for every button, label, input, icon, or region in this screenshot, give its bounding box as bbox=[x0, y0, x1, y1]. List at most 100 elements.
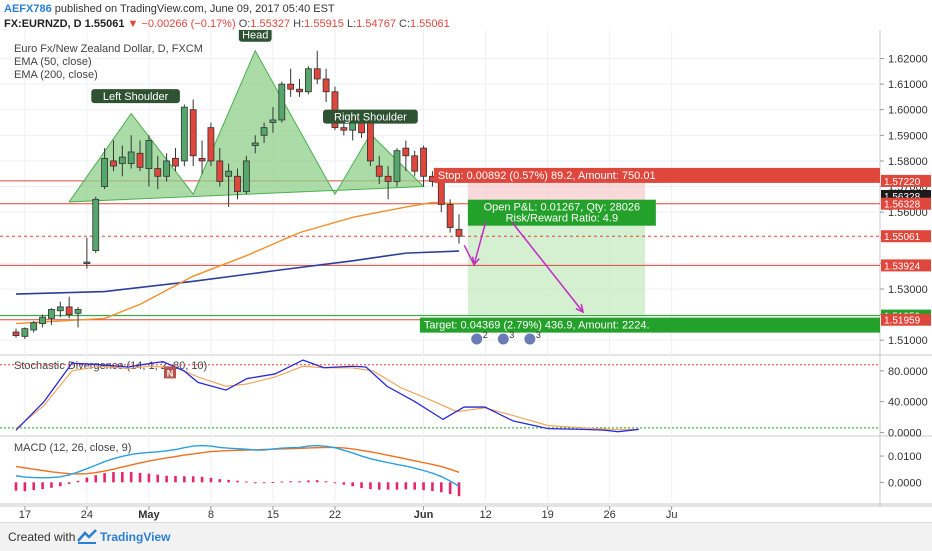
candle-bull bbox=[393, 150, 401, 182]
macd-histogram-bar bbox=[369, 482, 372, 490]
pattern-label: Head bbox=[242, 30, 268, 42]
macd-histogram-bar bbox=[174, 476, 177, 483]
candle-bull bbox=[251, 142, 259, 146]
macd-histogram-bar bbox=[351, 482, 354, 487]
candle-bull bbox=[21, 328, 29, 337]
candle-bull bbox=[74, 309, 82, 314]
stochastic-tick-label: 80.0000 bbox=[888, 366, 928, 378]
ohlc-low-label: L: bbox=[346, 18, 357, 30]
macd-histogram-bar bbox=[395, 482, 399, 490]
macd-histogram-bar bbox=[138, 472, 142, 483]
macd-histogram-bar bbox=[227, 479, 230, 483]
candle-bull bbox=[118, 156, 126, 164]
macd-tick-label: 0.0100 bbox=[888, 451, 922, 463]
macd-histogram-bar bbox=[333, 482, 337, 484]
macd-histogram-bar bbox=[14, 482, 18, 491]
price-change: ▼ −0.00266 (−0.17%) bbox=[127, 18, 236, 30]
candle-bull bbox=[83, 261, 91, 264]
candle-bear bbox=[154, 168, 162, 177]
published-text: published on TradingView.com, June 09, 2… bbox=[54, 3, 335, 15]
macd-histogram-bar bbox=[209, 477, 213, 483]
price-badge-label: 1.56328 bbox=[884, 200, 921, 211]
macd-histogram-bar bbox=[413, 482, 416, 490]
price-badge bbox=[881, 197, 931, 210]
macd-histogram-bar bbox=[200, 476, 204, 483]
tradingview-brand-link[interactable]: TradingView bbox=[100, 530, 171, 544]
chart-header: AEFX786 published on TradingView.com, Ju… bbox=[0, 0, 932, 36]
time-tick-label: 8 bbox=[208, 509, 214, 521]
event-badge-count: 3 bbox=[509, 330, 514, 340]
price-badge-label: 1.55061 bbox=[884, 232, 921, 243]
macd-histogram-bar bbox=[112, 472, 115, 483]
price-badge-label: 1.57220 bbox=[884, 177, 921, 188]
macd-histogram-bar bbox=[85, 477, 89, 483]
price-tick-label: 1.60000 bbox=[888, 105, 928, 117]
candle-bear bbox=[136, 152, 144, 168]
stochastic-k-line bbox=[15, 359, 640, 433]
pnl-label: Open P&L: 0.01267, Qty: 28026 bbox=[484, 202, 641, 214]
macd-tick-label: 0.0000 bbox=[888, 477, 922, 489]
divergence-marker-box bbox=[164, 366, 176, 379]
arrow-head bbox=[471, 256, 480, 267]
stop-zone bbox=[467, 180, 646, 204]
macd-histogram-bar bbox=[342, 482, 346, 485]
ema200-legend: EMA (200, close) bbox=[14, 69, 98, 81]
time-tick-label: 22 bbox=[329, 509, 341, 521]
target-label-box bbox=[419, 317, 880, 333]
macd-histogram-bar bbox=[315, 480, 319, 483]
ohlc-high-value: 1.55915 bbox=[304, 18, 344, 30]
event-badge-count: 2 bbox=[483, 330, 488, 340]
macd-histogram-bar bbox=[431, 482, 434, 491]
macd-histogram-bar bbox=[32, 482, 36, 491]
candle-bear bbox=[198, 157, 206, 162]
author-name[interactable]: AEFX786 bbox=[4, 3, 52, 15]
macd-histogram-bar bbox=[386, 482, 390, 490]
macd-histogram-bar bbox=[360, 482, 363, 489]
candle-bear bbox=[65, 306, 73, 315]
macd-histogram-bar bbox=[324, 481, 328, 483]
price-badge bbox=[881, 259, 931, 272]
macd-histogram-bar bbox=[404, 482, 408, 490]
macd-histogram-bar bbox=[236, 480, 239, 483]
candle-bear bbox=[402, 147, 410, 157]
candle-bear bbox=[375, 165, 383, 177]
candle-bull bbox=[145, 140, 153, 170]
price-tick-label: 1.59000 bbox=[888, 130, 928, 142]
pattern-label-box bbox=[238, 30, 272, 42]
price-tick-label: 1.51000 bbox=[888, 335, 928, 347]
pnl-label-box bbox=[467, 199, 656, 226]
macd-histogram-bar bbox=[103, 473, 106, 483]
candle-bull bbox=[225, 170, 233, 177]
divergence-marker-label: N bbox=[167, 368, 174, 378]
candle-bear bbox=[358, 122, 365, 134]
ohlc-low-value: 1.54767 bbox=[356, 18, 396, 30]
candle-bear bbox=[12, 331, 20, 336]
candle-bull bbox=[269, 119, 277, 123]
candle-bear bbox=[110, 160, 117, 167]
pattern-label: Left Shoulder bbox=[103, 91, 169, 103]
chart-canvas[interactable]: 17 24 May 8 15 22 Jun 12 19 26 Ju 1.62000 1.61000 1.6… bbox=[0, 30, 932, 522]
price-badge bbox=[881, 230, 931, 243]
candle-bull bbox=[278, 83, 286, 121]
macd-histogram-bar bbox=[41, 482, 44, 490]
ema50-legend: EMA (50, close) bbox=[14, 56, 92, 68]
macd-histogram-bar bbox=[271, 482, 275, 484]
ema200-line bbox=[15, 250, 460, 295]
candle-bull bbox=[163, 160, 171, 177]
symbol-line: FX:EURNZD, D 1.55061 ▼ −0.00266 (−0.17%)… bbox=[4, 18, 450, 30]
candle-bull bbox=[260, 127, 268, 136]
projection-arrow bbox=[511, 221, 584, 313]
target-label: Target: 0.04369 (2.79%) 436.9, Amount: 2… bbox=[424, 320, 650, 332]
event-badge-icon bbox=[496, 332, 510, 346]
candle-bear bbox=[411, 155, 419, 172]
pattern-label-box bbox=[91, 89, 180, 104]
price-tick-label: 1.58000 bbox=[888, 156, 928, 168]
macd-histogram-bar bbox=[298, 481, 301, 483]
arrow-head bbox=[575, 304, 585, 314]
price-tick-label: 1.56000 bbox=[888, 207, 928, 219]
macd-histogram-bar bbox=[307, 480, 310, 483]
stochastic-tick-label: 0.0000 bbox=[888, 427, 922, 439]
time-tick-label: 12 bbox=[479, 509, 491, 521]
ohlc-close-label: C: bbox=[399, 18, 410, 30]
candle-bear bbox=[296, 88, 303, 93]
